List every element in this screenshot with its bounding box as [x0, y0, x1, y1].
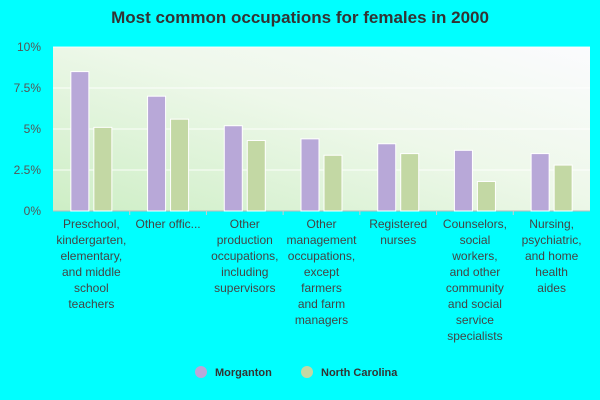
- bar-north-carolina: [170, 118, 190, 212]
- y-tick-label: 10%: [17, 40, 41, 54]
- x-tick-label: Other management occupations, except farmers…: [286, 217, 357, 327]
- bar-north-carolina: [476, 180, 496, 212]
- y-axis: 0% 2.5% 5% 7.5% 10%: [14, 40, 42, 218]
- legend-swatch: [195, 366, 207, 378]
- bar-north-carolina: [400, 153, 420, 212]
- bar-morganton: [377, 143, 397, 212]
- x-tick-label: Other production occupations, including supe…: [211, 217, 278, 295]
- bar-morganton: [453, 149, 473, 212]
- y-tick-label: 7.5%: [14, 81, 42, 95]
- bar-north-carolina: [93, 126, 113, 212]
- bar-north-carolina: [553, 164, 573, 212]
- bar-morganton: [147, 95, 167, 212]
- y-tick-label: 5%: [24, 122, 42, 136]
- legend-swatch: [301, 366, 313, 378]
- bar-morganton: [300, 138, 320, 212]
- bar-morganton: [530, 153, 550, 212]
- y-tick-label: 2.5%: [14, 163, 42, 177]
- bar-morganton: [223, 125, 243, 212]
- gridlines: [53, 46, 590, 215]
- x-axis-labels: Preschool, kindergarten, elementary, and mi…: [56, 217, 581, 343]
- bars: [70, 71, 573, 212]
- x-tick-label: Nursing, psychiatric, and home health aides: [522, 217, 582, 295]
- x-tick-label: Preschool, kindergarten, elementary, and mi…: [56, 217, 126, 311]
- legend-label: North Carolina: [321, 367, 398, 379]
- x-tick-label: Counselors, social workers, and other commun…: [443, 217, 507, 343]
- legend-label: Morganton: [215, 367, 272, 379]
- chart-title: Most common occupations for females in 2…: [111, 8, 489, 27]
- x-tick-label: Registered nurses: [369, 217, 427, 247]
- legend: Morganton North Carolina: [195, 366, 398, 379]
- bar-north-carolina: [246, 139, 266, 212]
- y-tick-label: 0%: [24, 204, 42, 218]
- bar-morganton: [70, 71, 90, 212]
- bar-north-carolina: [323, 154, 343, 212]
- x-tick-label: Other offic...: [136, 217, 201, 231]
